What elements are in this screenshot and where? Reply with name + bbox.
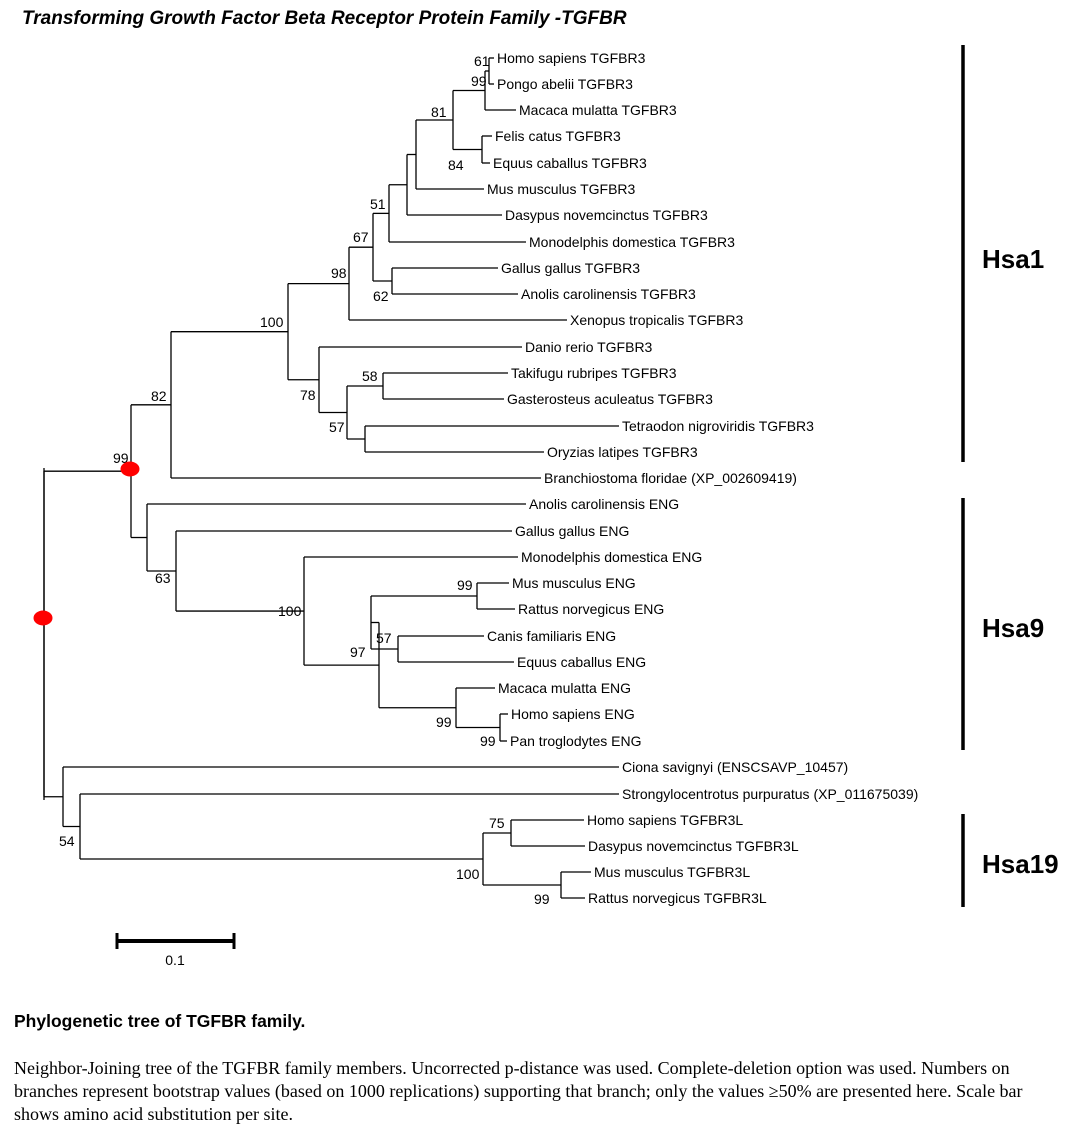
leaf-label: Rattus norvegicus TGFBR3L — [588, 890, 767, 906]
bootstrap-value: 100 — [260, 314, 284, 330]
bootstrap-value: 67 — [353, 229, 369, 245]
leaf-label: Anolis carolinensis TGFBR3 — [521, 286, 696, 302]
leaf-label: Xenopus tropicalis TGFBR3 — [570, 312, 743, 328]
bootstrap-value: 61 — [474, 53, 490, 69]
duplication-marker — [33, 610, 53, 626]
scale-label: 0.1 — [165, 952, 185, 968]
leaf-label: Ciona savignyi (ENSCSAVP_10457) — [622, 759, 848, 775]
bootstrap-value: 54 — [59, 833, 75, 849]
group-bars: Hsa1 Hsa9 Hsa19 — [961, 45, 1059, 907]
group-label: Hsa1 — [982, 244, 1044, 274]
leaf-label: Gallus gallus TGFBR3 — [501, 260, 640, 276]
caption-title: Phylogenetic tree of TGFBR family. — [14, 1011, 306, 1031]
leaf-label: Pongo abelii TGFBR3 — [497, 76, 633, 92]
bootstrap-value: 99 — [471, 73, 487, 89]
leaf-label: Gasterosteus aculeatus TGFBR3 — [507, 391, 713, 407]
leaf-label: Homo sapiens TGFBR3L — [587, 812, 743, 828]
bootstrap-value: 81 — [431, 104, 447, 120]
tree-branches — [43, 57, 619, 899]
bootstrap-value: 99 — [113, 450, 129, 466]
bootstrap-value: 78 — [300, 387, 316, 403]
bootstrap-value: 84 — [448, 157, 464, 173]
bootstrap-value: 62 — [373, 288, 389, 304]
leaf-label: Mus musculus ENG — [512, 575, 636, 591]
leaf-label: Monodelphis domestica TGFBR3 — [529, 234, 735, 250]
bootstrap-value: 99 — [480, 733, 496, 749]
bootstrap-value: 82 — [151, 388, 167, 404]
leaf-labels: Homo sapiens TGFBR3 Pongo abelii TGFBR3 Ma… — [487, 50, 918, 906]
scale-bar: 0.1 — [115, 933, 236, 968]
leaf-label: Strongylocentrotus purpuratus (XP_011675… — [622, 786, 918, 802]
bootstrap-value: 99 — [436, 714, 452, 730]
group-label: Hsa19 — [982, 849, 1059, 879]
leaf-label: Equus caballus TGFBR3 — [493, 155, 647, 171]
leaf-label: Takifugu rubripes TGFBR3 — [511, 365, 677, 381]
leaf-label: Anolis carolinensis ENG — [529, 496, 679, 512]
leaf-label: Homo sapiens TGFBR3 — [497, 50, 646, 66]
leaf-label: Homo sapiens ENG — [511, 706, 635, 722]
leaf-label: Macaca mulatta ENG — [498, 680, 631, 696]
bootstrap-labels: 61 99 84 81 51 67 62 98 58 57 78 100 82 99 57 97 99 99 100… — [59, 53, 550, 907]
leaf-label: Monodelphis domestica ENG — [521, 549, 702, 565]
leaf-label: Pan troglodytes ENG — [510, 733, 642, 749]
bootstrap-value: 99 — [457, 577, 473, 593]
bootstrap-value: 58 — [362, 368, 378, 384]
leaf-label: Equus caballus ENG — [517, 654, 646, 670]
bootstrap-value: 97 — [350, 644, 366, 660]
bootstrap-value: 57 — [376, 630, 392, 646]
leaf-label: Tetraodon nigroviridis TGFBR3 — [622, 418, 814, 434]
bootstrap-value: 100 — [278, 603, 302, 619]
bootstrap-value: 75 — [489, 815, 505, 831]
bootstrap-value: 57 — [329, 419, 345, 435]
leaf-label: Mus musculus TGFBR3 — [487, 181, 636, 197]
leaf-label: Macaca mulatta TGFBR3 — [519, 102, 677, 118]
leaf-label: Branchiostoma floridae (XP_002609419) — [544, 470, 797, 486]
leaf-label: Dasypus novemcinctus TGFBR3 — [505, 207, 708, 223]
group-label: Hsa9 — [982, 613, 1044, 643]
duplication-markers — [33, 461, 140, 626]
leaf-label: Dasypus novemcinctus TGFBR3L — [588, 838, 799, 854]
leaf-label: Felis catus TGFBR3 — [495, 128, 621, 144]
leaf-label: Danio rerio TGFBR3 — [525, 339, 653, 355]
leaf-label: Canis familiaris ENG — [487, 628, 616, 644]
leaf-label: Rattus norvegicus ENG — [518, 601, 664, 617]
caption-body: Neighbor-Joining tree of the TGFBR famil… — [14, 1058, 1023, 1124]
leaf-label: Mus musculus TGFBR3L — [594, 864, 750, 880]
phylogenetic-tree: Homo sapiens TGFBR3 Pongo abelii TGFBR3 Ma… — [33, 45, 1059, 968]
bootstrap-value: 99 — [534, 891, 550, 907]
figure-title: Transforming Growth Factor Beta Receptor… — [22, 8, 627, 29]
bootstrap-value: 63 — [155, 570, 171, 586]
leaf-label: Oryzias latipes TGFBR3 — [547, 444, 698, 460]
duplication-marker — [120, 461, 140, 477]
bootstrap-value: 98 — [331, 265, 347, 281]
bootstrap-value: 100 — [456, 866, 480, 882]
leaf-label: Gallus gallus ENG — [515, 523, 629, 539]
bootstrap-value: 51 — [370, 196, 386, 212]
